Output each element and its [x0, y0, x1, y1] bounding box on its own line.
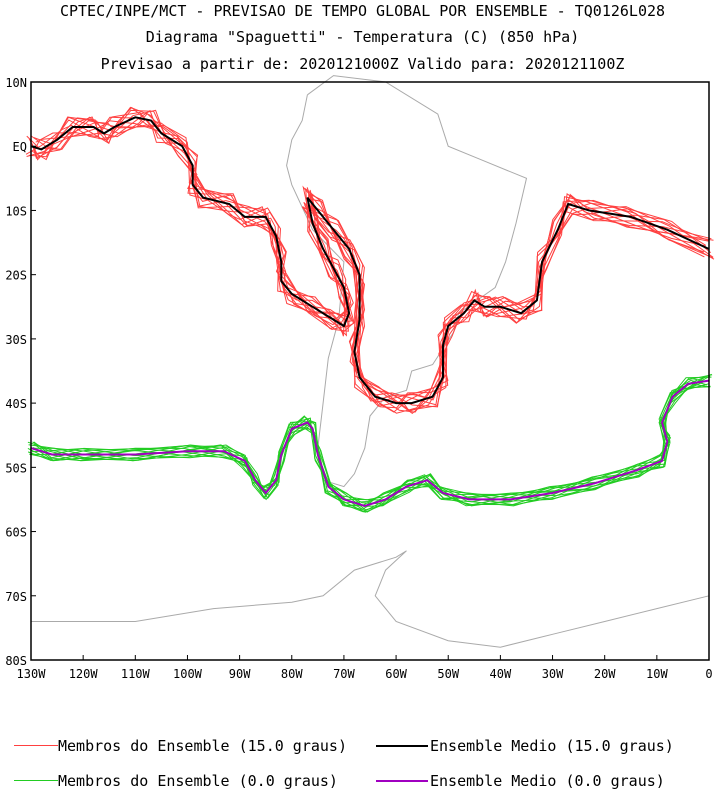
- member-15-line-6: [26, 106, 709, 413]
- member-15-line-4: [33, 120, 715, 407]
- x-tick-label: 60W: [385, 667, 407, 681]
- x-tick-label: 90W: [229, 667, 251, 681]
- y-tick-label: 40S: [5, 397, 27, 411]
- member-0-line-5: [33, 379, 708, 510]
- chart-axes: 130W 120W 110W 100W 90W 80W 70W 60W 50W 40W 30W 20W…: [5, 76, 712, 681]
- x-tick-label: 40W: [490, 667, 512, 681]
- antarctica-coastline: [31, 550, 710, 648]
- y-tick-label: 10N: [5, 76, 27, 90]
- x-tick-label: 20W: [594, 667, 616, 681]
- member-0-line-9: [27, 373, 712, 504]
- south-america-coastline: [286, 75, 528, 488]
- member-15-line-11: [26, 120, 705, 402]
- chart-title-line-3: Previsao a partir de: 2020121000Z Valido…: [100, 55, 625, 73]
- plot-frame: [30, 81, 710, 661]
- member-15-line-7: [35, 116, 714, 409]
- legend-label-mean-0: Ensemble Medio (0.0 graus): [430, 772, 665, 790]
- x-tick-label: 0: [705, 667, 712, 681]
- member-15-line-9: [28, 109, 712, 415]
- legend-swatch-member-15: [14, 745, 58, 746]
- legend-swatch-mean-15: [376, 745, 428, 747]
- x-tick-label: 10W: [646, 667, 668, 681]
- ensemble-members: [25, 106, 715, 513]
- y-tick-label: 30S: [5, 333, 27, 347]
- chart-title-line-1: CPTEC/INPE/MCT - PREVISAO DE TEMPO GLOBA…: [59, 2, 666, 20]
- mean-15-line: [30, 116, 710, 405]
- x-tick-label: 80W: [281, 667, 303, 681]
- y-tick-label: 60S: [5, 526, 27, 540]
- member-15-line-3: [25, 106, 706, 414]
- legend-label-member-0: Membros do Ensemble (0.0 graus): [58, 772, 338, 790]
- y-tick-label: 50S: [5, 461, 27, 475]
- y-tick-label: 20S: [5, 269, 27, 283]
- x-tick-label: 50W: [437, 667, 459, 681]
- y-tick-label: EQ: [13, 140, 27, 154]
- x-tick-label: 100W: [173, 667, 203, 681]
- x-tick-label: 70W: [333, 667, 355, 681]
- x-tick-label: 30W: [542, 667, 564, 681]
- y-tick-label: 80S: [5, 654, 27, 668]
- member-15-line-8: [28, 116, 705, 406]
- member-15-line-12: [31, 109, 714, 412]
- legend-label-member-15: Membros do Ensemble (15.0 graus): [58, 737, 347, 755]
- x-tick-label: 130W: [17, 667, 47, 681]
- mean-0-line: [30, 379, 710, 507]
- legend-swatch-mean-0: [376, 780, 428, 782]
- member-0-line-12: [27, 375, 711, 506]
- member-15-line-10: [35, 111, 712, 413]
- x-tick-label: 120W: [69, 667, 99, 681]
- legend-swatch-member-0: [14, 780, 58, 781]
- y-tick-label: 70S: [5, 590, 27, 604]
- member-15-line-5: [31, 112, 706, 408]
- member-0-line-7: [30, 379, 708, 507]
- chart-title-line-2: Diagrama "Spaguetti" - Temperatura (C) (…: [145, 28, 580, 46]
- coastline-map: [31, 75, 710, 648]
- member-15-line-2: [34, 109, 709, 411]
- ensemble-means: [30, 116, 710, 507]
- legend-label-mean-15: Ensemble Medio (15.0 graus): [430, 737, 674, 755]
- member-0-line-4: [28, 383, 709, 511]
- y-tick-label: 10S: [5, 204, 27, 218]
- x-tick-label: 110W: [121, 667, 151, 681]
- member-15-line-1: [30, 121, 714, 403]
- member-0-line-11: [32, 385, 711, 513]
